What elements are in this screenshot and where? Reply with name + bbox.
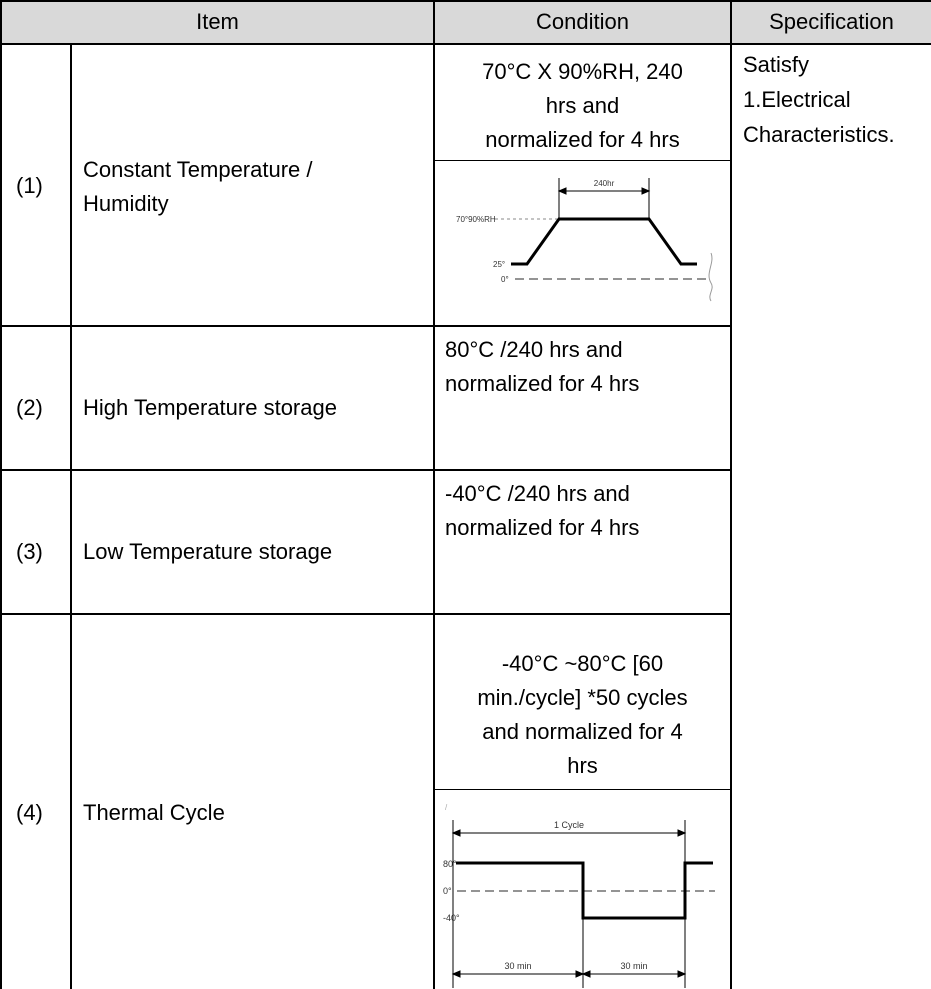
row-item-line-1: High Temperature storage <box>83 395 337 420</box>
row-condition-line-2: min./cycle] *50 cycles <box>477 685 688 710</box>
high-level-label: 70°90%RH <box>456 215 496 224</box>
humidity-profile-curve <box>511 217 697 266</box>
grid-condition-spec-divider <box>730 0 732 989</box>
spec-line-2: 1.Electrical <box>743 87 851 112</box>
row-condition-line-3: and normalized for 4 <box>482 719 683 744</box>
row-number: (3) <box>16 539 43 564</box>
row-condition-line-1: -40°C /240 hrs and <box>445 481 630 506</box>
grid-row4-condition-split <box>433 789 732 790</box>
grid-row1-bottom <box>0 325 732 327</box>
axis-tick-mark: / <box>445 803 448 812</box>
thermal-cycle-curve <box>456 861 713 920</box>
header-condition: Condition <box>536 9 629 34</box>
thermal-cycle-diagram: / 1 Cycle 80° 0° -40° 30 min 30 min <box>443 803 715 988</box>
low-level-label: 25° <box>493 260 505 269</box>
axis-break <box>708 252 713 302</box>
grid-header-bottom <box>0 43 931 45</box>
row-number: (4) <box>16 800 43 825</box>
low-temp-label: -40° <box>443 913 460 923</box>
header-background <box>0 0 931 43</box>
zero-temp-label: 0° <box>443 886 452 896</box>
row-condition-line-3: normalized for 4 hrs <box>485 127 680 152</box>
cycle-label: 1 Cycle <box>554 820 584 830</box>
row-condition-line-4: hrs <box>567 753 598 778</box>
grid-no-item-divider <box>70 44 72 989</box>
grid-top <box>0 0 931 2</box>
row-item-line-1: Constant Temperature / <box>83 157 313 182</box>
grid-row1-condition-split <box>433 160 732 161</box>
header-item: Item <box>196 9 239 34</box>
duration-label: 240hr <box>594 179 615 188</box>
row-condition-line-1: -40°C ~80°C [60 <box>501 651 664 676</box>
second-half-label: 30 min <box>620 961 647 971</box>
header-specification: Specification <box>769 9 894 34</box>
row-number: (2) <box>16 395 43 420</box>
duration-arrow <box>557 178 651 219</box>
grid-left <box>0 0 2 989</box>
grid-row3-bottom <box>0 613 732 615</box>
row-item-line-1: Low Temperature storage <box>83 539 333 564</box>
row-condition-line-1: 70°C X 90%RH, 240 <box>482 59 683 84</box>
row-number: (1) <box>16 173 43 198</box>
row-condition-line-2: normalized for 4 hrs <box>445 371 640 396</box>
spec-line-1: Satisfy <box>743 52 810 77</box>
row-item-line-1: Thermal Cycle <box>83 800 225 825</box>
high-temp-label: 80° <box>443 859 457 869</box>
cycle-arrow <box>451 820 687 988</box>
grid-item-condition-divider <box>433 0 435 989</box>
grid-row2-bottom <box>0 469 732 471</box>
first-half-label: 30 min <box>504 961 531 971</box>
humidity-profile-diagram: 240hr 70°90%RH 25° 0° <box>456 178 713 302</box>
row-condition-line-2: hrs and <box>545 93 620 118</box>
half-cycle-arrows <box>451 918 687 988</box>
spec-line-3: Characteristics. <box>743 122 895 147</box>
row-condition-line-2: normalized for 4 hrs <box>445 515 640 540</box>
row-condition-line-1: 80°C /240 hrs and <box>445 337 623 362</box>
zero-label: 0° <box>501 275 509 284</box>
row-item-line-2: Humidity <box>83 191 169 216</box>
